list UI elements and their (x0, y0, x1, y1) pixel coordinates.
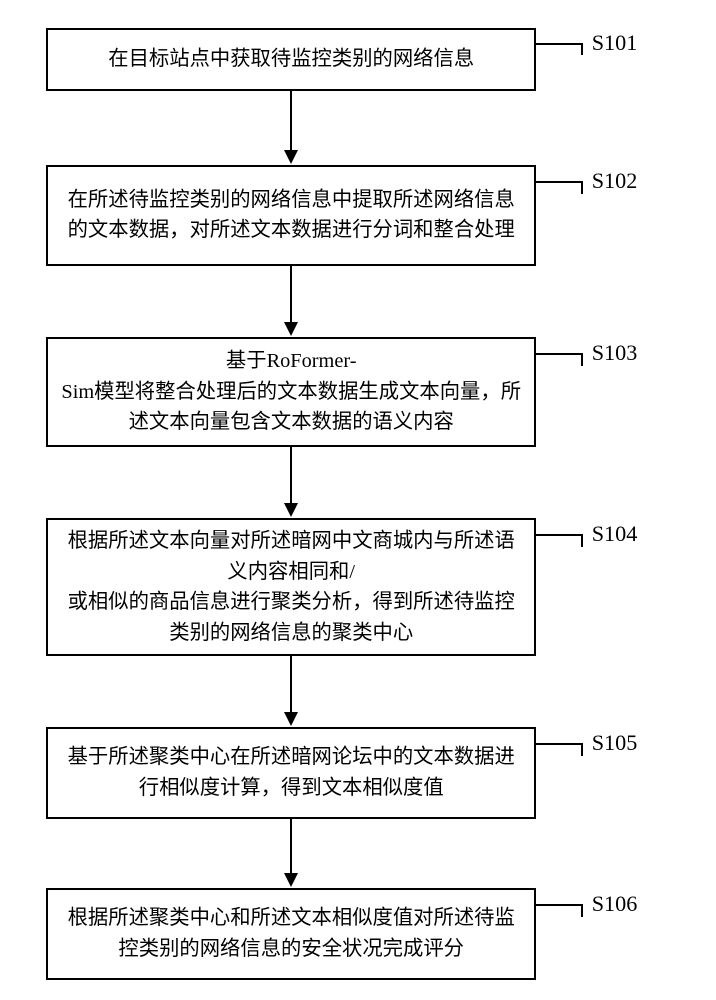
flow-node: 根据所述聚类中心和所述文本相似度值对所述待监控类别的网络信息的安全状况完成评分 (46, 888, 536, 980)
flow-node: 基于RoFormer- Sim模型将整合处理后的文本数据生成文本向量，所述文本向… (46, 337, 536, 448)
step-label: S102 (592, 168, 638, 194)
flow-node-text: 基于所述聚类中心在所述暗网论坛中的文本数据进行相似度计算，得到文本相似度值 (58, 742, 524, 803)
flow-node-text: 基于RoFormer- Sim模型将整合处理后的文本数据生成文本向量，所述文本向… (58, 346, 524, 438)
arrow-shaft (290, 819, 292, 873)
leader-hook (581, 181, 583, 194)
leader-hook (581, 353, 583, 366)
leader-hook (581, 743, 583, 756)
arrow-head-icon (284, 322, 298, 336)
leader-line (536, 181, 582, 183)
arrow-shaft (290, 656, 292, 711)
arrow-head-icon (284, 712, 298, 726)
arrow-shaft (290, 91, 292, 150)
leader-line (536, 743, 582, 745)
step-label: S105 (592, 730, 638, 756)
arrow-shaft (290, 266, 292, 321)
leader-hook (581, 904, 583, 917)
flow-node-text: 根据所述文本向量对所述暗网中文商城内与所述语义内容相同和/ 或相似的商品信息进行… (58, 526, 524, 648)
step-label: S106 (592, 891, 638, 917)
leader-line (536, 353, 582, 355)
flow-node-text: 在目标站点中获取待监控类别的网络信息 (108, 44, 474, 75)
leader-hook (581, 43, 583, 56)
leader-hook (581, 534, 583, 547)
flow-node: 在目标站点中获取待监控类别的网络信息 (46, 28, 536, 91)
flow-node: 根据所述文本向量对所述暗网中文商城内与所述语义内容相同和/ 或相似的商品信息进行… (46, 518, 536, 657)
arrow-head-icon (284, 150, 298, 164)
step-label: S103 (592, 340, 638, 366)
leader-line (536, 534, 582, 536)
arrow-head-icon (284, 873, 298, 887)
leader-line (536, 43, 582, 45)
step-label: S104 (592, 521, 638, 547)
arrow-shaft (290, 447, 292, 502)
flowchart-canvas: 在目标站点中获取待监控类别的网络信息 S101 在所述待监控类别的网络信息中提取所述… (0, 0, 716, 1000)
flow-node: 在所述待监控类别的网络信息中提取所述网络信息的文本数据，对所述文本数据进行分词和… (46, 165, 536, 267)
step-label: S101 (592, 30, 638, 56)
flow-node-text: 根据所述聚类中心和所述文本相似度值对所述待监控类别的网络信息的安全状况完成评分 (58, 903, 524, 964)
leader-line (536, 904, 582, 906)
flow-node-text: 在所述待监控类别的网络信息中提取所述网络信息的文本数据，对所述文本数据进行分词和… (58, 185, 524, 246)
arrow-head-icon (284, 503, 298, 517)
flow-node: 基于所述聚类中心在所述暗网论坛中的文本数据进行相似度计算，得到文本相似度值 (46, 727, 536, 819)
